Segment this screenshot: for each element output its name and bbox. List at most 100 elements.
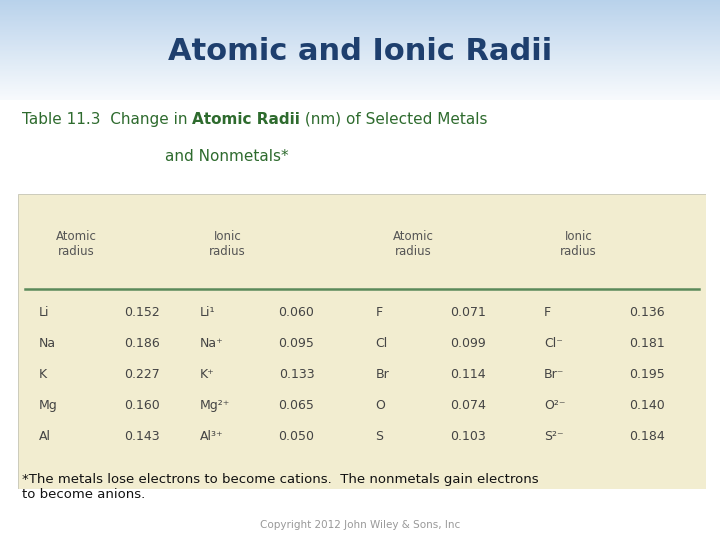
Text: 0.184: 0.184: [629, 430, 665, 443]
Text: Atomic
radius: Atomic radius: [393, 230, 434, 258]
Bar: [0, 84, 720, 85]
Bar: [0, 91, 720, 92]
Text: 0.050: 0.050: [279, 430, 315, 443]
Text: Br: Br: [376, 368, 390, 381]
Text: 0.133: 0.133: [279, 368, 315, 381]
Bar: [0, 93, 720, 95]
Text: (nm) of Selected Metals: (nm) of Selected Metals: [300, 112, 487, 126]
Text: Li: Li: [39, 306, 49, 319]
Bar: [0, 15, 720, 16]
Bar: [0, 45, 720, 46]
Text: 0.195: 0.195: [629, 368, 665, 381]
Bar: [0, 99, 720, 100]
Bar: [0, 37, 720, 39]
Bar: [0, 28, 720, 29]
Bar: [0, 97, 720, 99]
Bar: [0, 83, 720, 84]
Text: Atomic and Ionic Radii: Atomic and Ionic Radii: [168, 37, 552, 66]
Text: S²⁻: S²⁻: [544, 430, 564, 443]
Bar: [0, 80, 720, 81]
Bar: [0, 32, 720, 33]
Bar: [0, 4, 720, 5]
Bar: [0, 72, 720, 73]
Bar: [0, 86, 720, 87]
Text: Mg: Mg: [39, 399, 58, 412]
Text: Ionic
radius: Ionic radius: [560, 230, 597, 258]
Bar: [0, 10, 720, 11]
Text: 0.095: 0.095: [279, 337, 315, 350]
Bar: [0, 68, 720, 69]
Bar: [0, 73, 720, 75]
Bar: [0, 75, 720, 76]
Bar: [0, 6, 720, 8]
Bar: [0, 55, 720, 56]
Text: 0.114: 0.114: [451, 368, 486, 381]
Text: Al³⁺: Al³⁺: [200, 430, 224, 443]
Bar: [0, 92, 720, 93]
Bar: [0, 70, 720, 71]
Bar: [0, 39, 720, 40]
Bar: [0, 17, 720, 19]
Bar: [0, 85, 720, 86]
Bar: [0, 48, 720, 49]
Text: Cl⁻: Cl⁻: [544, 337, 563, 350]
Text: Atomic Radii: Atomic Radii: [192, 112, 300, 126]
Bar: [0, 0, 720, 1]
Bar: [0, 90, 720, 91]
Bar: [0, 29, 720, 30]
Text: 0.136: 0.136: [629, 306, 665, 319]
Bar: [0, 63, 720, 64]
Bar: [0, 26, 720, 28]
Text: K: K: [39, 368, 47, 381]
Bar: [0, 24, 720, 25]
Text: 0.065: 0.065: [279, 399, 315, 412]
Text: Br⁻: Br⁻: [544, 368, 564, 381]
Text: 0.152: 0.152: [124, 306, 160, 319]
Text: Ionic
radius: Ionic radius: [210, 230, 246, 258]
Text: Table 11.3  Change in: Table 11.3 Change in: [22, 112, 192, 126]
Bar: [0, 79, 720, 80]
Bar: [0, 50, 720, 51]
Text: K⁺: K⁺: [200, 368, 215, 381]
Text: 0.140: 0.140: [629, 399, 665, 412]
Text: *The metals lose electrons to become cations.  The nonmetals gain electrons
to b: *The metals lose electrons to become cat…: [22, 472, 539, 501]
Text: 0.099: 0.099: [451, 337, 486, 350]
Text: 0.160: 0.160: [124, 399, 160, 412]
Bar: [0, 52, 720, 53]
Bar: [0, 25, 720, 26]
Text: O: O: [376, 399, 385, 412]
Bar: [0, 87, 720, 89]
Bar: [0, 12, 720, 14]
Text: Copyright 2012 John Wiley & Sons, Inc: Copyright 2012 John Wiley & Sons, Inc: [260, 520, 460, 530]
Bar: [0, 66, 720, 68]
Text: Cl: Cl: [376, 337, 388, 350]
Bar: [0, 9, 720, 10]
Text: Al: Al: [39, 430, 50, 443]
Bar: [0, 11, 720, 12]
Text: F: F: [376, 306, 382, 319]
Bar: [0, 8, 720, 9]
Bar: [0, 33, 720, 35]
Text: 0.060: 0.060: [279, 306, 315, 319]
Text: 0.074: 0.074: [451, 399, 486, 412]
Bar: [0, 36, 720, 37]
Bar: [0, 69, 720, 70]
Text: O²⁻: O²⁻: [544, 399, 565, 412]
Bar: [0, 57, 720, 59]
Bar: [0, 20, 720, 21]
Bar: [0, 51, 720, 52]
Bar: [0, 77, 720, 79]
Bar: [0, 43, 720, 44]
Bar: [0, 49, 720, 50]
Bar: [0, 61, 720, 63]
Bar: [0, 59, 720, 60]
Bar: [0, 71, 720, 72]
Text: Na: Na: [39, 337, 55, 350]
Bar: [0, 1, 720, 3]
Text: 0.186: 0.186: [124, 337, 160, 350]
Text: Mg²⁺: Mg²⁺: [200, 399, 230, 412]
Bar: [0, 30, 720, 31]
Bar: [0, 46, 720, 48]
Bar: [0, 40, 720, 41]
Bar: [0, 95, 720, 96]
